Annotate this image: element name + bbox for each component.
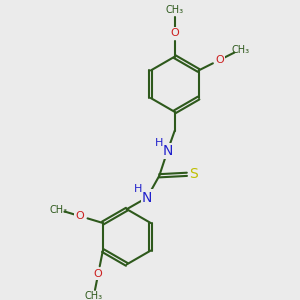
Text: O: O bbox=[216, 55, 224, 65]
Text: CH₃: CH₃ bbox=[231, 45, 249, 55]
Text: N: N bbox=[142, 190, 152, 205]
Text: H: H bbox=[155, 138, 164, 148]
Text: O: O bbox=[75, 211, 84, 221]
Text: O: O bbox=[94, 269, 103, 279]
Text: H: H bbox=[134, 184, 142, 194]
Text: O: O bbox=[170, 28, 179, 38]
Text: CH₃: CH₃ bbox=[85, 291, 103, 300]
Text: S: S bbox=[189, 167, 198, 181]
Text: N: N bbox=[162, 144, 172, 158]
Text: CH₃: CH₃ bbox=[166, 5, 184, 15]
Text: CH₃: CH₃ bbox=[49, 205, 68, 214]
